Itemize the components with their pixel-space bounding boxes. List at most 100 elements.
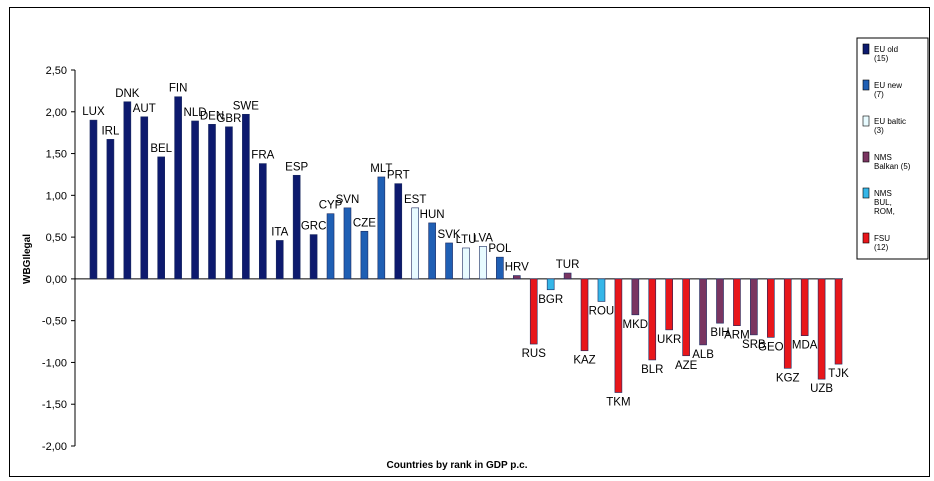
bar-kgz — [783, 278, 792, 369]
category-label-bih: BIH — [710, 327, 729, 339]
bar-aze — [682, 278, 690, 357]
legend-label-balkan: Balkan (5) — [874, 162, 911, 171]
category-label-dnk: DNK — [115, 88, 140, 100]
bar-lux — [89, 119, 98, 280]
bar-cyp — [326, 213, 335, 280]
category-label-ita: ITA — [271, 226, 288, 238]
category-label-cze: CZE — [353, 217, 376, 229]
category-label-kaz: KAZ — [573, 355, 595, 367]
bar-mlt — [377, 176, 386, 280]
bar-ukr — [665, 278, 674, 331]
bar-bgr — [546, 278, 555, 291]
bar-nld — [191, 120, 199, 280]
y-tick-label: 1,00 — [46, 190, 67, 202]
legend-swatch-balkan — [862, 151, 870, 163]
bar-alb — [699, 278, 707, 346]
bar-gbr — [225, 126, 233, 280]
category-label-fin: FIN — [169, 83, 188, 95]
category-label-mlt: MLT — [370, 163, 392, 175]
category-label-lva: LVA — [473, 232, 493, 244]
bar-arm — [733, 278, 741, 326]
category-label-rus: RUS — [522, 348, 547, 360]
legend-label-old: (15) — [874, 54, 889, 63]
bar-cze — [360, 230, 369, 280]
category-label-esp: ESP — [285, 161, 308, 173]
bar-irl — [106, 139, 115, 280]
bar-srb — [750, 278, 758, 336]
legend-box — [856, 37, 929, 260]
bar-tjk — [834, 278, 843, 365]
bar-swe — [242, 113, 250, 280]
category-label-ltu: LTU — [456, 234, 477, 246]
category-label-uzb: UZB — [810, 383, 833, 395]
category-label-aut: AUT — [133, 103, 156, 115]
bar-bih — [716, 278, 724, 324]
y-tick-label: 0,50 — [46, 232, 67, 244]
legend-label-baltic: (3) — [874, 126, 884, 135]
category-label-hrv: HRV — [505, 262, 529, 274]
category-label-est: EST — [404, 194, 426, 206]
bar-esp — [292, 174, 301, 280]
bar-hrv — [512, 275, 521, 280]
y-tick-label: 1,50 — [46, 149, 67, 161]
bar-geo — [766, 278, 775, 338]
category-label-mkd: MKD — [623, 319, 649, 331]
bar-mkd — [631, 278, 640, 316]
axes — [71, 69, 843, 447]
category-label-tkm: TKM — [606, 397, 630, 409]
y-tick-labels: 2,50 2,00 1,50 1,00 0,50 0,00 -0,50 -1,00 -1,50 -… — [42, 65, 67, 453]
y-tick-label: -1,50 — [42, 399, 67, 411]
category-label-ukr: UKR — [657, 334, 681, 346]
bar-svn — [343, 207, 352, 280]
bar-grc — [309, 234, 318, 280]
category-label-pol: POL — [488, 243, 512, 255]
legend-swatch-baltic — [862, 115, 870, 127]
legend-label-bulrom: ROM, — [874, 207, 895, 216]
bar-prt — [394, 183, 403, 280]
category-label-fra: FRA — [251, 150, 274, 162]
bar-rus — [529, 278, 538, 345]
legend-swatch-fsu — [862, 232, 870, 244]
category-label-kgz: KGZ — [776, 372, 800, 384]
bar-tkm — [614, 278, 623, 393]
category-label-lux: LUX — [82, 106, 105, 118]
y-tick-label: -1,00 — [42, 357, 67, 369]
category-label-nld: NLD — [184, 107, 207, 119]
y-tick-label: -0,50 — [42, 316, 67, 328]
legend-label-old: EU old — [874, 45, 898, 54]
bar-mda — [800, 278, 809, 337]
bar-kaz — [580, 278, 589, 352]
category-label-tjk: TJK — [828, 368, 849, 380]
x-axis-title: Countries by rank in GDP p.c. — [387, 460, 528, 471]
category-label-bel: BEL — [150, 143, 172, 155]
bar-ita — [275, 240, 284, 280]
legend: EU old(15)EU new(7)EU baltic(3)NMSBalkan… — [856, 37, 929, 260]
legend-label-bulrom: BUL, — [874, 198, 892, 207]
bar-bel — [157, 156, 165, 280]
bar-svk — [445, 242, 453, 280]
category-label-grc: GRC — [301, 221, 327, 233]
legend-swatch-old — [862, 43, 870, 55]
category-label-srb: SRB — [742, 339, 766, 351]
category-label-alb: ALB — [692, 349, 714, 361]
category-label-den: DEN — [200, 110, 224, 122]
legend-swatch-new — [862, 79, 870, 91]
category-label-svk: SVK — [438, 229, 461, 241]
legend-label-new: (7) — [874, 90, 884, 99]
category-label-tur: TUR — [556, 259, 580, 271]
category-label-rou: ROU — [589, 305, 615, 317]
y-tick-label: -2,00 — [42, 441, 67, 453]
y-axis-title: WBGIlegal — [22, 234, 33, 284]
category-label-arm: ARM — [724, 330, 750, 342]
bar-rou — [597, 278, 606, 302]
y-tick-label: 2,00 — [46, 107, 67, 119]
category-label-irl: IRL — [101, 125, 120, 137]
category-label-prt: PRT — [387, 170, 410, 182]
category-label-svn: SVN — [336, 194, 360, 206]
category-label-cyp: CYP — [319, 200, 343, 212]
bar-hun — [428, 222, 436, 280]
legend-label-bulrom: NMS — [874, 189, 892, 198]
bar-ltu — [462, 247, 470, 280]
bar-uzb — [817, 278, 826, 380]
category-label-blr: BLR — [641, 364, 663, 376]
